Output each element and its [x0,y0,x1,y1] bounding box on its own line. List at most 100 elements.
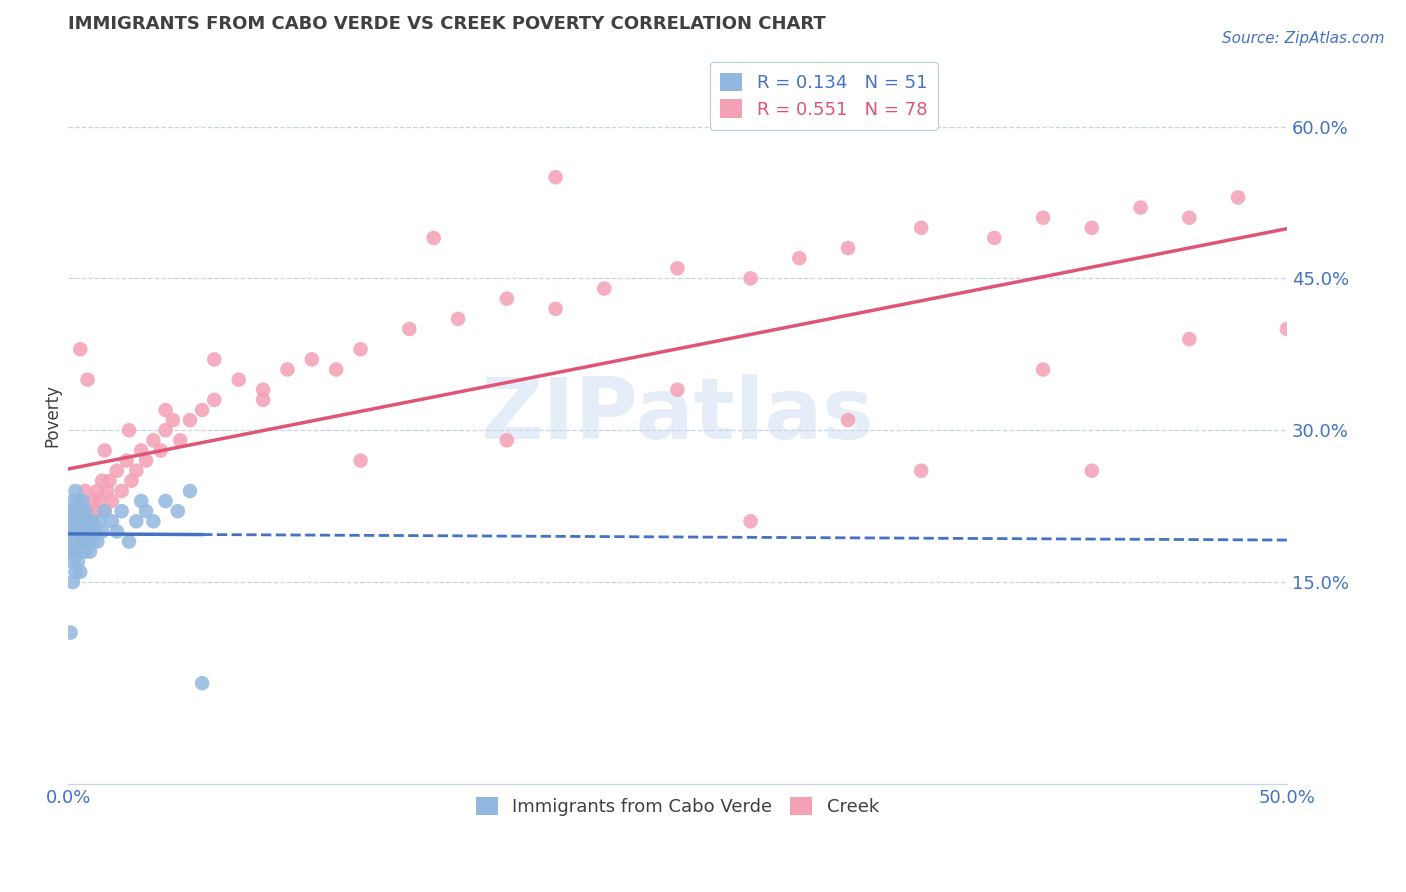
Point [325,362,347,376]
Point [125,464,148,478]
Point [65,483,87,498]
Point [169,434,191,448]
Point [120,474,142,488]
Point [179,483,201,498]
Point [1081,464,1104,478]
Point [72,514,94,528]
Point [62,494,84,508]
Point [83,524,105,539]
Point [65,544,87,558]
Point [62,555,84,569]
Point [75,504,97,518]
Point [76,514,98,528]
Point [166,504,188,518]
Point [1032,211,1054,225]
Point [740,514,762,528]
Point [59,534,82,549]
Point [115,453,138,467]
Point [129,494,152,508]
Point [202,392,225,407]
Point [135,453,157,467]
Point [202,352,225,367]
Point [91,524,114,539]
Point [76,534,98,549]
Point [59,504,82,518]
Point [65,524,87,539]
Point [118,534,141,549]
Point [76,373,98,387]
Point [66,534,89,549]
Point [191,676,214,690]
Point [1178,332,1201,346]
Point [65,504,87,518]
Point [191,403,214,417]
Point [837,241,859,255]
Point [740,271,762,285]
Point [422,231,444,245]
Y-axis label: Poverty: Poverty [44,384,60,447]
Point [837,413,859,427]
Point [93,504,115,518]
Point [86,483,108,498]
Point [1032,362,1054,376]
Text: Source: ZipAtlas.com: Source: ZipAtlas.com [1222,31,1385,46]
Point [129,443,152,458]
Point [59,524,82,539]
Point [983,231,1005,245]
Point [82,494,104,508]
Point [142,434,165,448]
Point [79,514,101,528]
Point [59,544,82,558]
Point [398,322,420,336]
Point [65,524,87,539]
Point [1227,190,1250,204]
Point [1129,201,1152,215]
Point [89,494,111,508]
Text: ZIPatlas: ZIPatlas [481,374,875,457]
Point [495,292,517,306]
Point [79,544,101,558]
Point [1178,211,1201,225]
Point [72,494,94,508]
Point [69,565,91,579]
Point [544,301,567,316]
Point [93,504,115,518]
Point [111,483,134,498]
Point [62,574,84,589]
Point [69,504,91,518]
Point [66,494,89,508]
Point [69,544,91,558]
Point [101,514,124,528]
Point [118,423,141,437]
Point [82,534,104,549]
Point [495,434,517,448]
Point [666,383,689,397]
Point [65,504,87,518]
Point [544,170,567,185]
Point [101,494,124,508]
Point [125,514,148,528]
Point [69,534,91,549]
Point [910,464,932,478]
Point [86,534,108,549]
Point [149,443,172,458]
Point [155,494,177,508]
Point [76,504,98,518]
Point [79,524,101,539]
Point [252,383,274,397]
Point [62,534,84,549]
Point [155,423,177,437]
Point [62,514,84,528]
Point [62,544,84,558]
Text: IMMIGRANTS FROM CABO VERDE VS CREEK POVERTY CORRELATION CHART: IMMIGRANTS FROM CABO VERDE VS CREEK POVE… [67,15,825,33]
Point [83,504,105,518]
Point [96,483,118,498]
Point [593,281,616,295]
Point [72,534,94,549]
Point [82,514,104,528]
Point [228,373,250,387]
Point [179,413,201,427]
Point [252,392,274,407]
Point [162,413,184,427]
Point [66,555,89,569]
